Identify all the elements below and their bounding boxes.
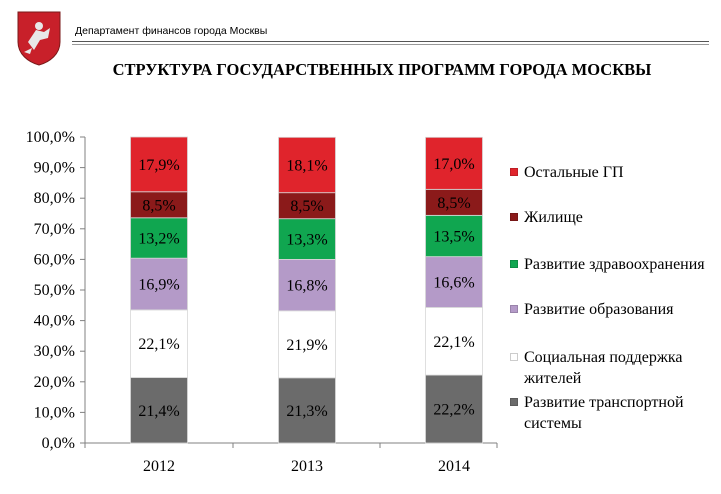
legend-swatch	[510, 213, 518, 221]
legend-label: Жилище	[524, 209, 583, 226]
y-tick-label: 80,0%	[34, 190, 75, 207]
header: Департамент финансов города Москвы	[0, 0, 721, 66]
legend-swatch	[510, 305, 518, 313]
data-label: 16,8%	[286, 278, 327, 295]
data-label: 21,3%	[286, 403, 327, 420]
data-label: 22,1%	[433, 334, 474, 351]
department-name: Департамент финансов города Москвы	[75, 25, 268, 37]
bar-segment	[425, 374, 483, 444]
y-tick-label: 100,0%	[26, 129, 75, 146]
bar-segment	[130, 257, 188, 311]
legend-label: Социальная поддержка жителей	[524, 349, 683, 387]
legend-swatch	[510, 398, 518, 406]
bar-segment	[425, 188, 483, 216]
y-tick-label: 0,0%	[42, 435, 75, 452]
legend-swatch	[510, 353, 518, 361]
bar-segment	[130, 136, 188, 193]
data-label: 13,2%	[138, 230, 179, 247]
data-label: 8,5%	[290, 198, 323, 215]
y-tick-label: 60,0%	[34, 251, 75, 268]
data-label: 8,5%	[142, 197, 175, 214]
moscow-coat-of-arms-icon	[17, 11, 61, 66]
data-label: 13,5%	[433, 228, 474, 245]
x-tick-label: 2012	[143, 458, 175, 475]
y-tick-label: 30,0%	[34, 343, 75, 360]
legend-label: Развитие транспортной системы	[524, 394, 684, 432]
y-tick-label: 50,0%	[34, 282, 75, 299]
bar-segment	[278, 218, 336, 260]
legend-swatch	[510, 168, 518, 176]
bar-segment	[130, 217, 188, 259]
data-label: 16,6%	[433, 275, 474, 292]
y-tick-label: 20,0%	[34, 374, 75, 391]
page-title: СТРУКТУРА ГОСУДАРСТВЕННЫХ ПРОГРАММ ГОРОД…	[112, 60, 652, 79]
bar-segment	[425, 256, 483, 308]
x-tick-label: 2013	[291, 458, 323, 475]
y-tick-label: 70,0%	[34, 221, 75, 238]
bar-segment	[278, 136, 336, 194]
legend-label: Развитие здравоохранения	[524, 256, 705, 273]
data-label: 16,9%	[138, 277, 179, 294]
bar-segment	[130, 191, 188, 219]
data-label: 18,1%	[286, 157, 327, 174]
bar-segment	[425, 136, 483, 190]
bar-segment	[130, 377, 188, 444]
y-tick-label: 10,0%	[34, 404, 75, 421]
y-tick-label: 90,0%	[34, 160, 75, 177]
legend-swatch	[510, 260, 518, 268]
data-label: 13,3%	[286, 232, 327, 249]
bar-segment	[425, 307, 483, 376]
data-label: 8,5%	[437, 195, 470, 212]
x-tick-label: 2014	[438, 458, 470, 475]
bar-segment	[278, 258, 336, 312]
header-divider	[72, 41, 709, 42]
data-label: 21,9%	[286, 337, 327, 354]
data-label: 22,2%	[433, 402, 474, 419]
header-divider-secondary	[72, 44, 709, 45]
data-label: 22,1%	[138, 336, 179, 353]
legend-label: Развитие образования	[524, 301, 674, 318]
y-tick-label: 40,0%	[34, 313, 75, 330]
legend-label: Остальные ГП	[524, 164, 624, 181]
bar-segment	[425, 214, 483, 258]
bar-segment	[130, 309, 188, 378]
data-label: 17,0%	[433, 156, 474, 173]
bar-segment	[278, 192, 336, 220]
data-label: 21,4%	[138, 403, 179, 420]
data-label: 17,9%	[138, 157, 179, 174]
